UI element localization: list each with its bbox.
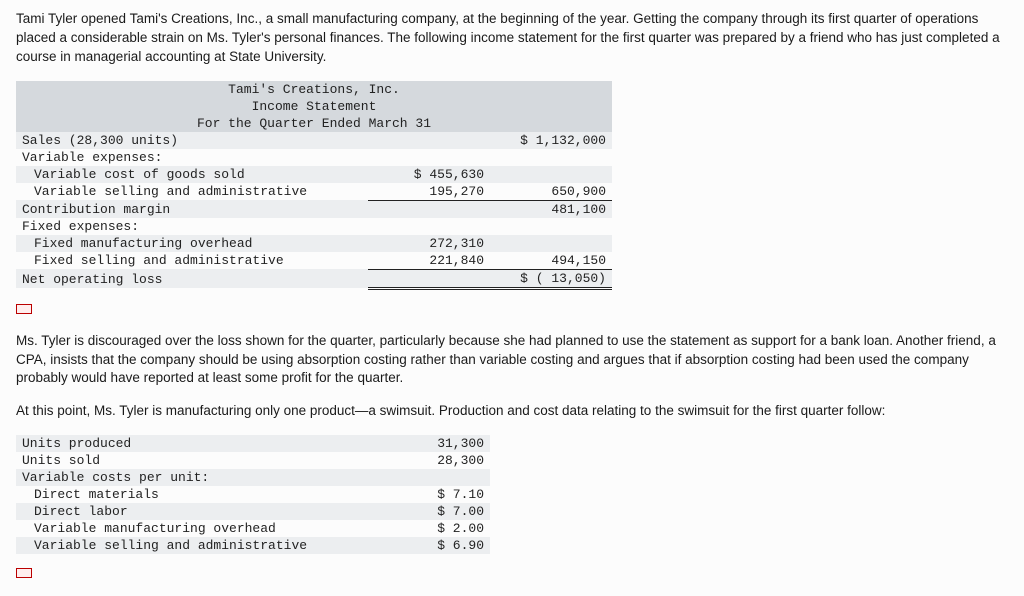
fmoh-label: Fixed manufacturing overhead <box>16 235 368 252</box>
var-exp-heading: Variable expenses: <box>16 149 368 166</box>
vsa2-val: $ 6.90 <box>368 537 490 554</box>
vsa2-label: Variable selling and administrative <box>16 537 368 554</box>
stmt-period: For the Quarter Ended March 31 <box>16 115 612 132</box>
income-statement-table: Tami's Creations, Inc. Income Statement … <box>16 81 612 290</box>
resize-handle-icon[interactable] <box>16 304 32 314</box>
vcogs-label: Variable cost of goods sold <box>16 166 368 183</box>
vmoh-val: $ 2.00 <box>368 520 490 537</box>
fixed-exp-heading: Fixed expenses: <box>16 218 368 235</box>
dl-val: $ 7.00 <box>368 503 490 520</box>
fsa-label: Fixed selling and administrative <box>16 252 368 270</box>
dm-label: Direct materials <box>16 486 368 503</box>
dl-label: Direct labor <box>16 503 368 520</box>
dm-val: $ 7.10 <box>368 486 490 503</box>
vsa-label: Variable selling and administrative <box>16 183 368 201</box>
paragraph-3: At this point, Ms. Tyler is manufacturin… <box>16 402 1008 421</box>
units-sold-label: Units sold <box>16 452 368 469</box>
stmt-title: Income Statement <box>16 98 612 115</box>
vmoh-label: Variable manufacturing overhead <box>16 520 368 537</box>
stmt-company: Tami's Creations, Inc. <box>16 81 612 98</box>
units-produced-label: Units produced <box>16 435 368 452</box>
fsa-amount: 221,840 <box>368 252 490 270</box>
units-produced-val: 31,300 <box>368 435 490 452</box>
vsa-amount: 195,270 <box>368 183 490 201</box>
sales-amount: $ 1,132,000 <box>490 132 612 149</box>
paragraph-2: Ms. Tyler is discouraged over the loss s… <box>16 332 1008 389</box>
fmoh-amount: 272,310 <box>368 235 490 252</box>
nol-amount: $ ( 13,050) <box>490 269 612 288</box>
cm-label: Contribution margin <box>16 200 368 218</box>
varexp-total: 650,900 <box>490 183 612 201</box>
vcogs-amount: $ 455,630 <box>368 166 490 183</box>
intro-paragraph: Tami Tyler opened Tami's Creations, Inc.… <box>16 10 1008 67</box>
sales-label: Sales (28,300 units) <box>16 132 368 149</box>
vcpu-heading: Variable costs per unit: <box>16 469 368 486</box>
units-sold-val: 28,300 <box>368 452 490 469</box>
resize-handle-icon[interactable] <box>16 568 32 578</box>
nol-label: Net operating loss <box>16 269 368 288</box>
cost-data-table: Units produced 31,300 Units sold 28,300 … <box>16 435 490 554</box>
fixedexp-total: 494,150 <box>490 252 612 270</box>
cm-amount: 481,100 <box>490 200 612 218</box>
